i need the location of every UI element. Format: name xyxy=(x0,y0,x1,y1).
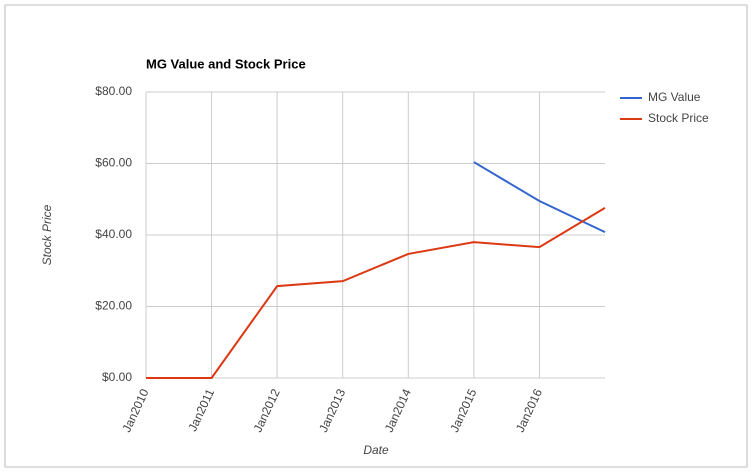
y-tick-label: $20.00 xyxy=(95,299,132,313)
chart-frame xyxy=(4,4,748,468)
line-series xyxy=(146,206,606,379)
y-tick-label: $40.00 xyxy=(95,227,132,241)
chart-title: MG Value and Stock Price xyxy=(146,56,306,71)
y-axis-title: Stock Price xyxy=(40,204,54,265)
x-axis-title: Date xyxy=(363,443,389,457)
legend-label: MG Value xyxy=(648,90,701,104)
y-tick-label: $60.00 xyxy=(95,156,132,170)
y-tick-label: $0.00 xyxy=(102,370,132,384)
legend-label: Stock Price xyxy=(648,111,709,125)
y-tick-label: $80.00 xyxy=(95,84,132,98)
